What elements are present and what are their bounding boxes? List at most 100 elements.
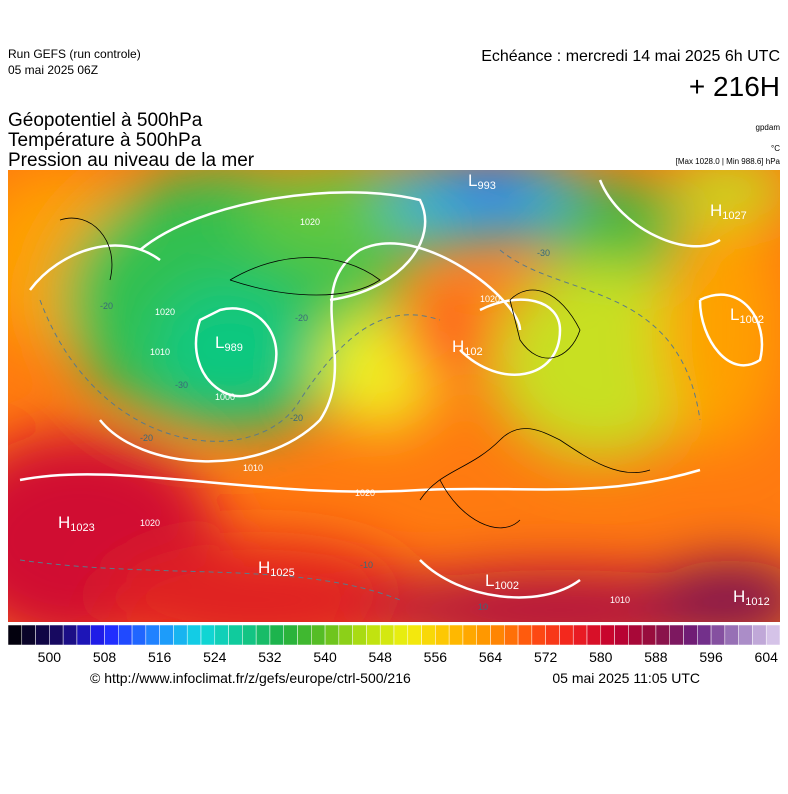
temperature-label: -30 (537, 248, 550, 258)
colorbar-cell (338, 624, 353, 646)
pressure-center: H1025 (258, 558, 295, 579)
colorbar-cell (228, 624, 243, 646)
colorbar-cell (641, 624, 657, 646)
pressure-center: L1002 (730, 305, 764, 326)
colorbar-cell (283, 624, 298, 646)
colorbar-cell (683, 624, 698, 646)
pressure-center: H1012 (733, 587, 770, 608)
footer-url: © http://www.infoclimat.fr/z/gefs/europe… (90, 670, 411, 686)
footer-time: 05 mai 2025 11:05 UTC (552, 670, 700, 686)
colorbar-tick-label: 572 (534, 649, 558, 665)
center-kind: L (485, 571, 494, 590)
colorbar-cell (21, 624, 36, 646)
center-value: 1023 (70, 522, 94, 534)
isobar-label: 1010 (150, 347, 170, 357)
colorbar-cell (504, 624, 519, 646)
colorbar-cell (242, 624, 257, 646)
title: Pression au niveau de la mer (8, 150, 255, 171)
colorbar-tick-label: 532 (258, 649, 282, 665)
isobar-label: 1010 (610, 595, 630, 605)
colorbar-cell (669, 624, 684, 646)
colorbar-tick-label: 508 (93, 649, 117, 665)
colorbar-cell (297, 624, 312, 646)
colorbar-cell (366, 624, 381, 646)
unit: [Max 1028.0 | Min 988.6] hPa (676, 157, 781, 166)
colorbar-cell (421, 624, 436, 646)
colorbar-cell (62, 624, 78, 646)
colorbar-tick-label: 564 (479, 649, 503, 665)
colorbar-cell (173, 624, 188, 646)
colorbar-cell (186, 624, 202, 646)
colorbar-cell (35, 624, 50, 646)
colorbar-cell (393, 624, 409, 646)
temperature-label: 10 (478, 602, 488, 612)
colorbar-cell (476, 624, 491, 646)
center-kind: L (730, 305, 739, 324)
center-kind: L (215, 333, 224, 352)
center-kind: H (58, 513, 70, 532)
center-value: 989 (224, 342, 242, 354)
colorbar-cell (7, 624, 23, 646)
isobar-label: 1020 (300, 217, 320, 227)
colorbar-cell (76, 624, 91, 646)
center-kind: H (258, 558, 270, 577)
temperature-label: -20 (140, 433, 153, 443)
colorbar-cell (269, 624, 284, 646)
colorbar-cell (531, 624, 546, 646)
colorbar-tick-label: 580 (589, 649, 613, 665)
temperature-label: -20 (295, 313, 308, 323)
unit: gpdam (756, 123, 781, 132)
isobar-label: 1020 (155, 307, 175, 317)
pressure-center: H1023 (58, 513, 95, 534)
colorbar-cell (324, 624, 340, 646)
colorbar-cell (586, 624, 602, 646)
colorbar-cell (517, 624, 533, 646)
center-value: 1027 (722, 210, 746, 222)
temperature-label: -10 (360, 560, 373, 570)
colorbar-cell (545, 624, 560, 646)
colorbar-cell (131, 624, 147, 646)
colorbar-cell (435, 624, 450, 646)
title: Géopotentiel à 500hPa (8, 110, 203, 131)
echeance: Echéance : mercredi 14 mai 2025 6h UTC (481, 48, 780, 65)
colorbar-cell (90, 624, 105, 646)
colorbar-cell (118, 624, 133, 646)
colorbar-cell (697, 624, 712, 646)
colorbar-cell (104, 624, 119, 646)
colorbar-tick-label: 596 (699, 649, 723, 665)
colorbar-cell (752, 624, 767, 646)
center-value: 1025 (270, 567, 294, 579)
colorbar-cell (352, 624, 367, 646)
colorbar-cell (379, 624, 395, 646)
colorbar-cell (614, 624, 629, 646)
colorbar-tick-label: 604 (755, 649, 779, 665)
center-value: 1002 (494, 580, 518, 592)
colorbar-cell (655, 624, 670, 646)
pressure-center: L989 (215, 333, 243, 354)
center-kind: H (733, 587, 745, 606)
temperature-label: -20 (290, 413, 303, 423)
unit: °C (771, 144, 780, 153)
colorbar-tick-label: 556 (424, 649, 448, 665)
lead-time: + 216H (689, 71, 780, 102)
temperature-label: -20 (100, 301, 113, 311)
colorbar-tick-label: 516 (148, 649, 172, 665)
center-kind: H (710, 201, 722, 220)
pressure-center: H1027 (710, 201, 747, 222)
isobar-label: 1000 (215, 392, 235, 402)
isobar-label: 1020 (140, 518, 160, 528)
colorbar-cell (765, 624, 781, 646)
colorbar-tick-label: 500 (38, 649, 62, 665)
isobar-label: 1010 (243, 463, 263, 473)
pressure-center: L1002 (485, 571, 519, 592)
colorbar-cell (448, 624, 464, 646)
colorbar-tick-label: 540 (313, 649, 337, 665)
center-kind: H (452, 337, 464, 356)
center-value: 993 (477, 180, 495, 192)
colorbar-cell (559, 624, 574, 646)
colorbar-cell (600, 624, 615, 646)
colorbar-cell (490, 624, 505, 646)
colorbar-cell (572, 624, 588, 646)
title: Température à 500hPa (8, 130, 202, 151)
